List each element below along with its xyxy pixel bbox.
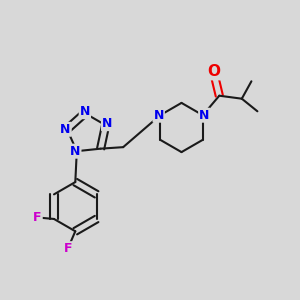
Text: N: N xyxy=(199,109,209,122)
Text: N: N xyxy=(102,117,112,130)
Text: F: F xyxy=(33,211,42,224)
Text: N: N xyxy=(70,145,80,158)
Text: N: N xyxy=(154,109,164,122)
Text: N: N xyxy=(60,123,71,136)
Text: N: N xyxy=(80,105,90,118)
Text: O: O xyxy=(207,64,220,79)
Text: F: F xyxy=(64,242,72,255)
